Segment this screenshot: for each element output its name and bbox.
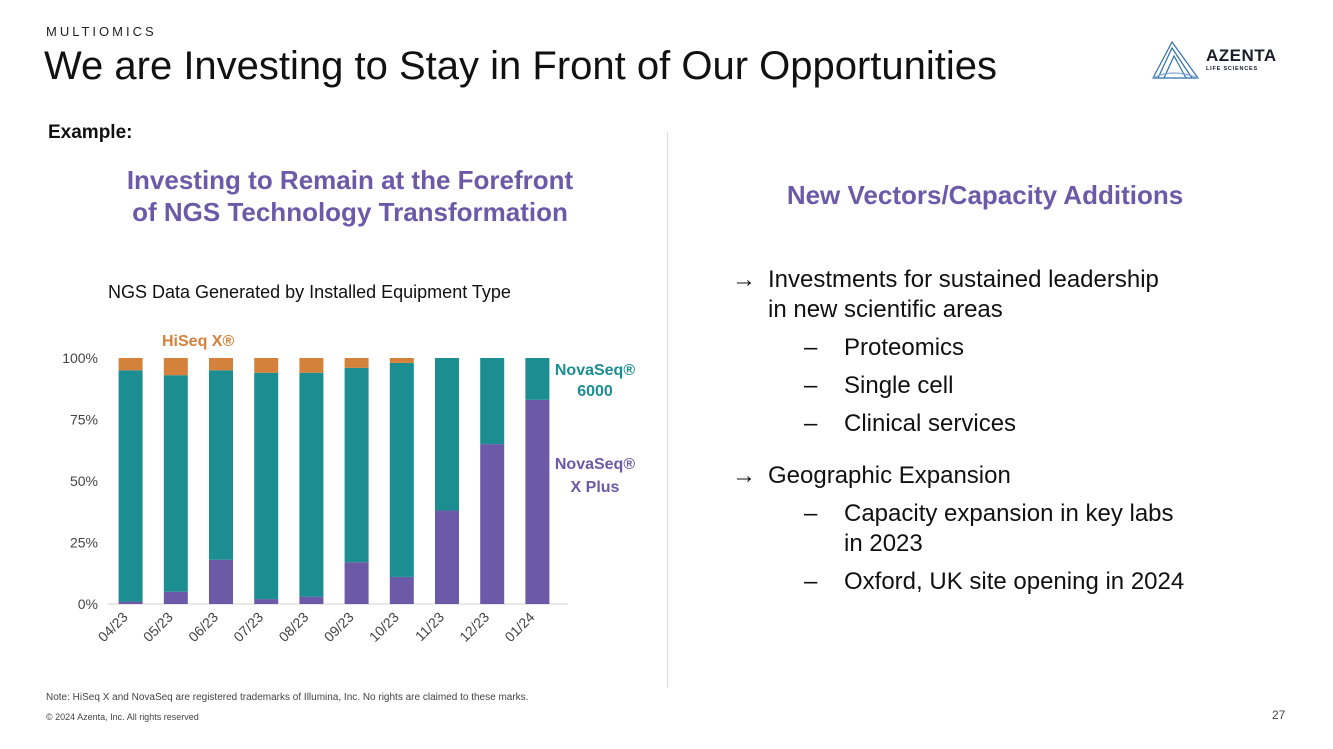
bar-segment bbox=[299, 596, 324, 604]
sub-bullet-item: – Clinical services bbox=[804, 409, 1312, 439]
bar-segment bbox=[480, 358, 505, 445]
bar-segment bbox=[525, 399, 550, 604]
x-tick-label: 08/23 bbox=[275, 609, 311, 645]
x-tick-label: 01/24 bbox=[501, 609, 537, 645]
x-tick-label: 09/23 bbox=[321, 609, 357, 645]
azenta-logo bbox=[1152, 40, 1200, 79]
bar-segment bbox=[118, 358, 143, 371]
bar-segment bbox=[163, 358, 188, 376]
x-tick-label: 12/23 bbox=[456, 609, 492, 645]
legend-label-novaseqx: X Plus bbox=[571, 479, 620, 496]
bar-segment bbox=[389, 576, 414, 604]
sub-bullet-text: Clinical services bbox=[844, 410, 1017, 437]
y-tick-label: 50% bbox=[70, 473, 98, 489]
logo-mark-icon bbox=[1152, 40, 1200, 79]
bullet-text-line: Investments for sustained leadership bbox=[768, 266, 1159, 293]
logo-wordmark: AZENTA bbox=[1206, 46, 1277, 65]
bar-segment bbox=[254, 372, 279, 600]
logo-subtitle: LIFE SCIENCES bbox=[1206, 66, 1258, 72]
x-tick-label: 10/23 bbox=[366, 609, 402, 645]
dash-icon: – bbox=[804, 500, 818, 527]
legend-label-novaseq6000: 6000 bbox=[577, 383, 613, 400]
x-tick-label: 06/23 bbox=[185, 609, 221, 645]
bar-segment bbox=[163, 591, 188, 604]
bullet-list: → Investments for sustained leadership i… bbox=[732, 265, 1312, 597]
right-heading: New Vectors/Capacity Additions bbox=[786, 180, 1184, 210]
chart-title: NGS Data Generated by Installed Equipmen… bbox=[108, 282, 511, 302]
y-tick-label: 25% bbox=[70, 535, 98, 551]
bar-segment bbox=[299, 372, 324, 597]
section-label: MULTIOMICS bbox=[46, 24, 157, 39]
x-tick-label: 05/23 bbox=[140, 609, 176, 645]
bullet-item: → Investments for sustained leadership i… bbox=[732, 265, 1312, 325]
sub-bullet-text: Single cell bbox=[844, 372, 954, 399]
column-divider bbox=[667, 132, 668, 688]
y-tick-label: 100% bbox=[62, 350, 98, 366]
dash-icon: – bbox=[804, 372, 818, 399]
bar-segment bbox=[299, 358, 324, 373]
dash-icon: – bbox=[804, 568, 818, 595]
left-heading-line2: of NGS Technology Transformation bbox=[132, 197, 568, 227]
page-number: 27 bbox=[1272, 708, 1286, 722]
bar-segment bbox=[254, 358, 279, 373]
page-title: We are Investing to Stay in Front of Our… bbox=[44, 44, 998, 88]
bar-segment bbox=[118, 601, 143, 604]
sub-bullet-item: – Capacity expansion in key labs in 2023 bbox=[804, 499, 1312, 559]
left-heading-line1: Investing to Remain at the Forefront bbox=[126, 165, 574, 195]
footnote: Note: HiSeq X and NovaSeq are registered… bbox=[46, 692, 529, 703]
bar-segment bbox=[254, 599, 279, 604]
bar-segment bbox=[209, 559, 233, 604]
bar-segment bbox=[118, 370, 143, 602]
bar-segment bbox=[209, 370, 233, 560]
bar-segment bbox=[344, 358, 369, 368]
bar-segment bbox=[163, 375, 188, 592]
bullet-text-line: Geographic Expansion bbox=[768, 462, 1011, 489]
copyright: © 2024 Azenta, Inc. All rights reserved bbox=[46, 712, 199, 722]
legend-label-novaseqx: NovaSeq® bbox=[555, 456, 635, 473]
sub-bullet-item: – Proteomics bbox=[804, 333, 1312, 363]
dash-icon: – bbox=[804, 334, 818, 361]
bar-segment bbox=[525, 358, 550, 400]
y-tick-label: 0% bbox=[78, 596, 98, 612]
y-tick-label: 75% bbox=[70, 412, 98, 428]
legend-label-novaseq6000: NovaSeq® bbox=[555, 362, 635, 379]
arrow-right-icon: → bbox=[732, 462, 756, 489]
x-tick-label: 04/23 bbox=[95, 609, 131, 645]
arrow-right-icon: → bbox=[732, 266, 756, 293]
x-tick-label: 07/23 bbox=[230, 609, 266, 645]
dash-icon: – bbox=[804, 410, 818, 437]
bullet-item: → Geographic Expansion bbox=[732, 461, 1312, 491]
sub-bullet-text: Proteomics bbox=[844, 334, 965, 361]
sub-bullet-item: – Single cell bbox=[804, 371, 1312, 401]
left-heading: Investing to Remain at the Forefront of … bbox=[70, 164, 630, 228]
bullet-text-line: in new scientific areas bbox=[768, 296, 1003, 323]
bar-segment bbox=[209, 358, 233, 371]
example-label: Example: bbox=[48, 122, 133, 143]
sub-bullet-text: Oxford, UK site opening in 2024 bbox=[844, 568, 1185, 595]
bar-segment bbox=[435, 510, 459, 604]
sub-bullet-item: – Oxford, UK site opening in 2024 bbox=[804, 567, 1312, 597]
bar-segment bbox=[435, 358, 459, 511]
bar-segment bbox=[389, 362, 414, 577]
sub-bullet-text: Capacity expansion in key labs bbox=[844, 500, 1174, 527]
bar-segment bbox=[344, 367, 369, 563]
legend-label-hiseq: HiSeq X® bbox=[162, 333, 234, 350]
bar-segment bbox=[344, 562, 369, 604]
bar-segment bbox=[389, 358, 414, 363]
stacked-bar-chart: 0% 25% 50% 75% 100% 04/23 05/23 06/23 07/23 08/23… bbox=[62, 333, 635, 645]
x-tick-label: 11/23 bbox=[412, 609, 448, 645]
bar-segment bbox=[480, 444, 505, 604]
sub-bullet-text: in 2023 bbox=[844, 530, 923, 557]
